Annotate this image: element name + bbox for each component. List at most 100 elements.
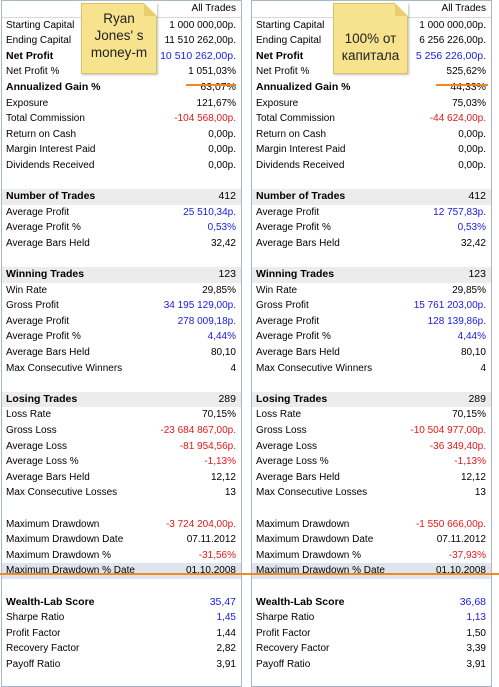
highlight-underline-net-profit-left <box>186 84 236 86</box>
stat-label: Losing Trades <box>6 392 78 405</box>
stat-value: 75,03% <box>452 97 486 109</box>
stat-label: Average Loss % <box>6 456 79 468</box>
stats-rows: All Trades Starting Capital 1 000 000,00р.… <box>252 1 491 673</box>
stat-value: 0,53% <box>207 222 236 234</box>
stat-value: 35,47 <box>209 595 236 608</box>
note-line: Jones' s <box>94 28 144 43</box>
stat-row: Maximum Drawdown Date 07.11.2012 <box>252 532 491 548</box>
stat-value: 289 <box>218 392 236 405</box>
stat-value: 0,00р. <box>458 144 486 156</box>
section-header-row: Losing Trades 289 <box>252 391 491 408</box>
stat-row: Net Profit % 525,62% <box>252 64 491 80</box>
stat-label: Net Profit % <box>256 66 310 78</box>
stat-label: Gross Loss <box>256 425 307 437</box>
stat-label: Return on Cash <box>6 128 77 140</box>
stat-label: Maximum Drawdown % Date <box>6 565 135 577</box>
note-line: Ryan <box>103 11 135 26</box>
stat-value: 4 <box>230 362 236 374</box>
sticky-note-right: 100% от капитала <box>333 3 408 74</box>
stat-value: 13 <box>224 487 236 499</box>
note-line: money-m <box>90 45 148 60</box>
stat-value: -1,13% <box>454 456 486 468</box>
stat-label: Average Loss % <box>256 456 329 468</box>
stat-row: Maximum Drawdown -1 550 666,00р. <box>252 517 491 533</box>
stat-row: Maximum Drawdown % Date 01.10.2008 <box>252 563 491 579</box>
section-header-row: Winning Trades 123 <box>2 267 241 283</box>
stat-row: Average Bars Held 12,12 <box>2 470 241 486</box>
stat-label: Payoff Ratio <box>256 658 311 670</box>
stats-rows: All Trades Starting Capital 1 000 000,00р.… <box>2 1 241 673</box>
stat-value: 70,15% <box>202 409 236 421</box>
section-header-row: Winning Trades 123 <box>252 267 491 283</box>
stat-row: Margin Interest Paid 0,00р. <box>252 142 491 158</box>
stat-label: Annualized Gain % <box>256 80 351 93</box>
stat-label: Number of Trades <box>6 190 96 203</box>
stat-row: Margin Interest Paid 0,00р. <box>2 142 241 158</box>
stat-row: Average Bars Held 80,10 <box>2 345 241 361</box>
stat-row: Maximum Drawdown % -37,93% <box>252 548 491 564</box>
stat-label: Average Profit <box>6 315 70 327</box>
stat-row: Return on Cash 0,00р. <box>2 127 241 143</box>
stat-row: Dividends Received 0,00р. <box>252 158 491 174</box>
spacer-row <box>2 252 241 268</box>
stat-value: 12 757,83р. <box>433 206 486 218</box>
stat-row: Average Profit 128 139,86р. <box>252 314 491 330</box>
stat-value: 13 <box>474 487 486 499</box>
stat-value: 412 <box>468 190 486 203</box>
stat-row: Payoff Ratio 3,91 <box>252 657 491 673</box>
highlight-underline-drawdown <box>0 573 499 575</box>
stat-row: Maximum Drawdown % Date 01.10.2008 <box>2 563 241 579</box>
stat-label: Loss Rate <box>6 409 52 421</box>
stat-row: Wealth-Lab Score 36,68 <box>252 595 491 611</box>
stat-value: 15 761 203,00р. <box>413 300 486 312</box>
stat-label: Average Bars Held <box>256 471 340 483</box>
note-line: 100% от <box>344 31 397 46</box>
stat-value: 12,12 <box>460 471 486 483</box>
stat-row: Maximum Drawdown -3 724 204,00р. <box>2 517 241 533</box>
stat-row: Average Loss -81 954,56р. <box>2 439 241 455</box>
stat-value: 80,10 <box>460 347 486 359</box>
stat-label: Winning Trades <box>6 268 85 281</box>
stat-value: 01.10.2008 <box>435 565 486 577</box>
spacer-row <box>2 579 241 595</box>
stat-row: Average Profit % 0,53% <box>2 220 241 236</box>
stat-row: Average Bars Held 32,42 <box>252 236 491 252</box>
stat-row: Average Loss % -1,13% <box>2 454 241 470</box>
stat-label: Exposure <box>6 97 49 109</box>
stat-label: Annualized Gain % <box>6 80 101 93</box>
stat-label: Payoff Ratio <box>6 658 61 670</box>
stat-value: 70,15% <box>452 409 486 421</box>
spacer-row <box>2 376 241 392</box>
stat-value: 01.10.2008 <box>185 565 236 577</box>
stat-label: Losing Trades <box>256 392 328 405</box>
section-header-row: Losing Trades 289 <box>2 391 241 408</box>
stat-value: 3,39 <box>466 643 486 655</box>
stat-value: 1,13 <box>466 612 486 624</box>
stat-label: Wealth-Lab Score <box>6 595 95 608</box>
stat-value: 1,44 <box>216 627 236 639</box>
stat-label: Maximum Drawdown <box>6 518 100 530</box>
stat-label: Average Loss <box>6 440 67 452</box>
stat-value: 0,00р. <box>458 128 486 140</box>
stat-label: Average Profit <box>256 315 320 327</box>
stat-row: Wealth-Lab Score 35,47 <box>2 595 241 611</box>
stat-label: Max Consecutive Losses <box>256 487 368 499</box>
stat-row: Average Profit 25 510,34р. <box>2 205 241 221</box>
stat-label: Total Commission <box>256 113 335 125</box>
stat-label: Win Rate <box>6 284 48 296</box>
stat-label: Margin Interest Paid <box>256 144 346 156</box>
stat-value: 63,07% <box>200 80 236 93</box>
note-line: капитала <box>341 48 400 63</box>
spacer-row <box>252 174 491 190</box>
stat-row: Net Profit 5 256 226,00р. <box>252 49 491 65</box>
stat-label: Average Profit % <box>256 331 331 343</box>
stat-label: Net Profit <box>256 49 304 62</box>
stat-label: Recovery Factor <box>256 643 330 655</box>
section-header-row: Number of Trades 412 <box>252 189 491 205</box>
spacer-row <box>252 579 491 595</box>
stat-label: Starting Capital <box>6 19 75 31</box>
stat-row: Gross Loss -10 504 977,00р. <box>252 423 491 439</box>
sticky-note-left: Ryan Jones' s money-m <box>81 3 157 74</box>
stat-row: Loss Rate 70,15% <box>2 407 241 423</box>
stat-label: Max Consecutive Winners <box>6 362 123 374</box>
